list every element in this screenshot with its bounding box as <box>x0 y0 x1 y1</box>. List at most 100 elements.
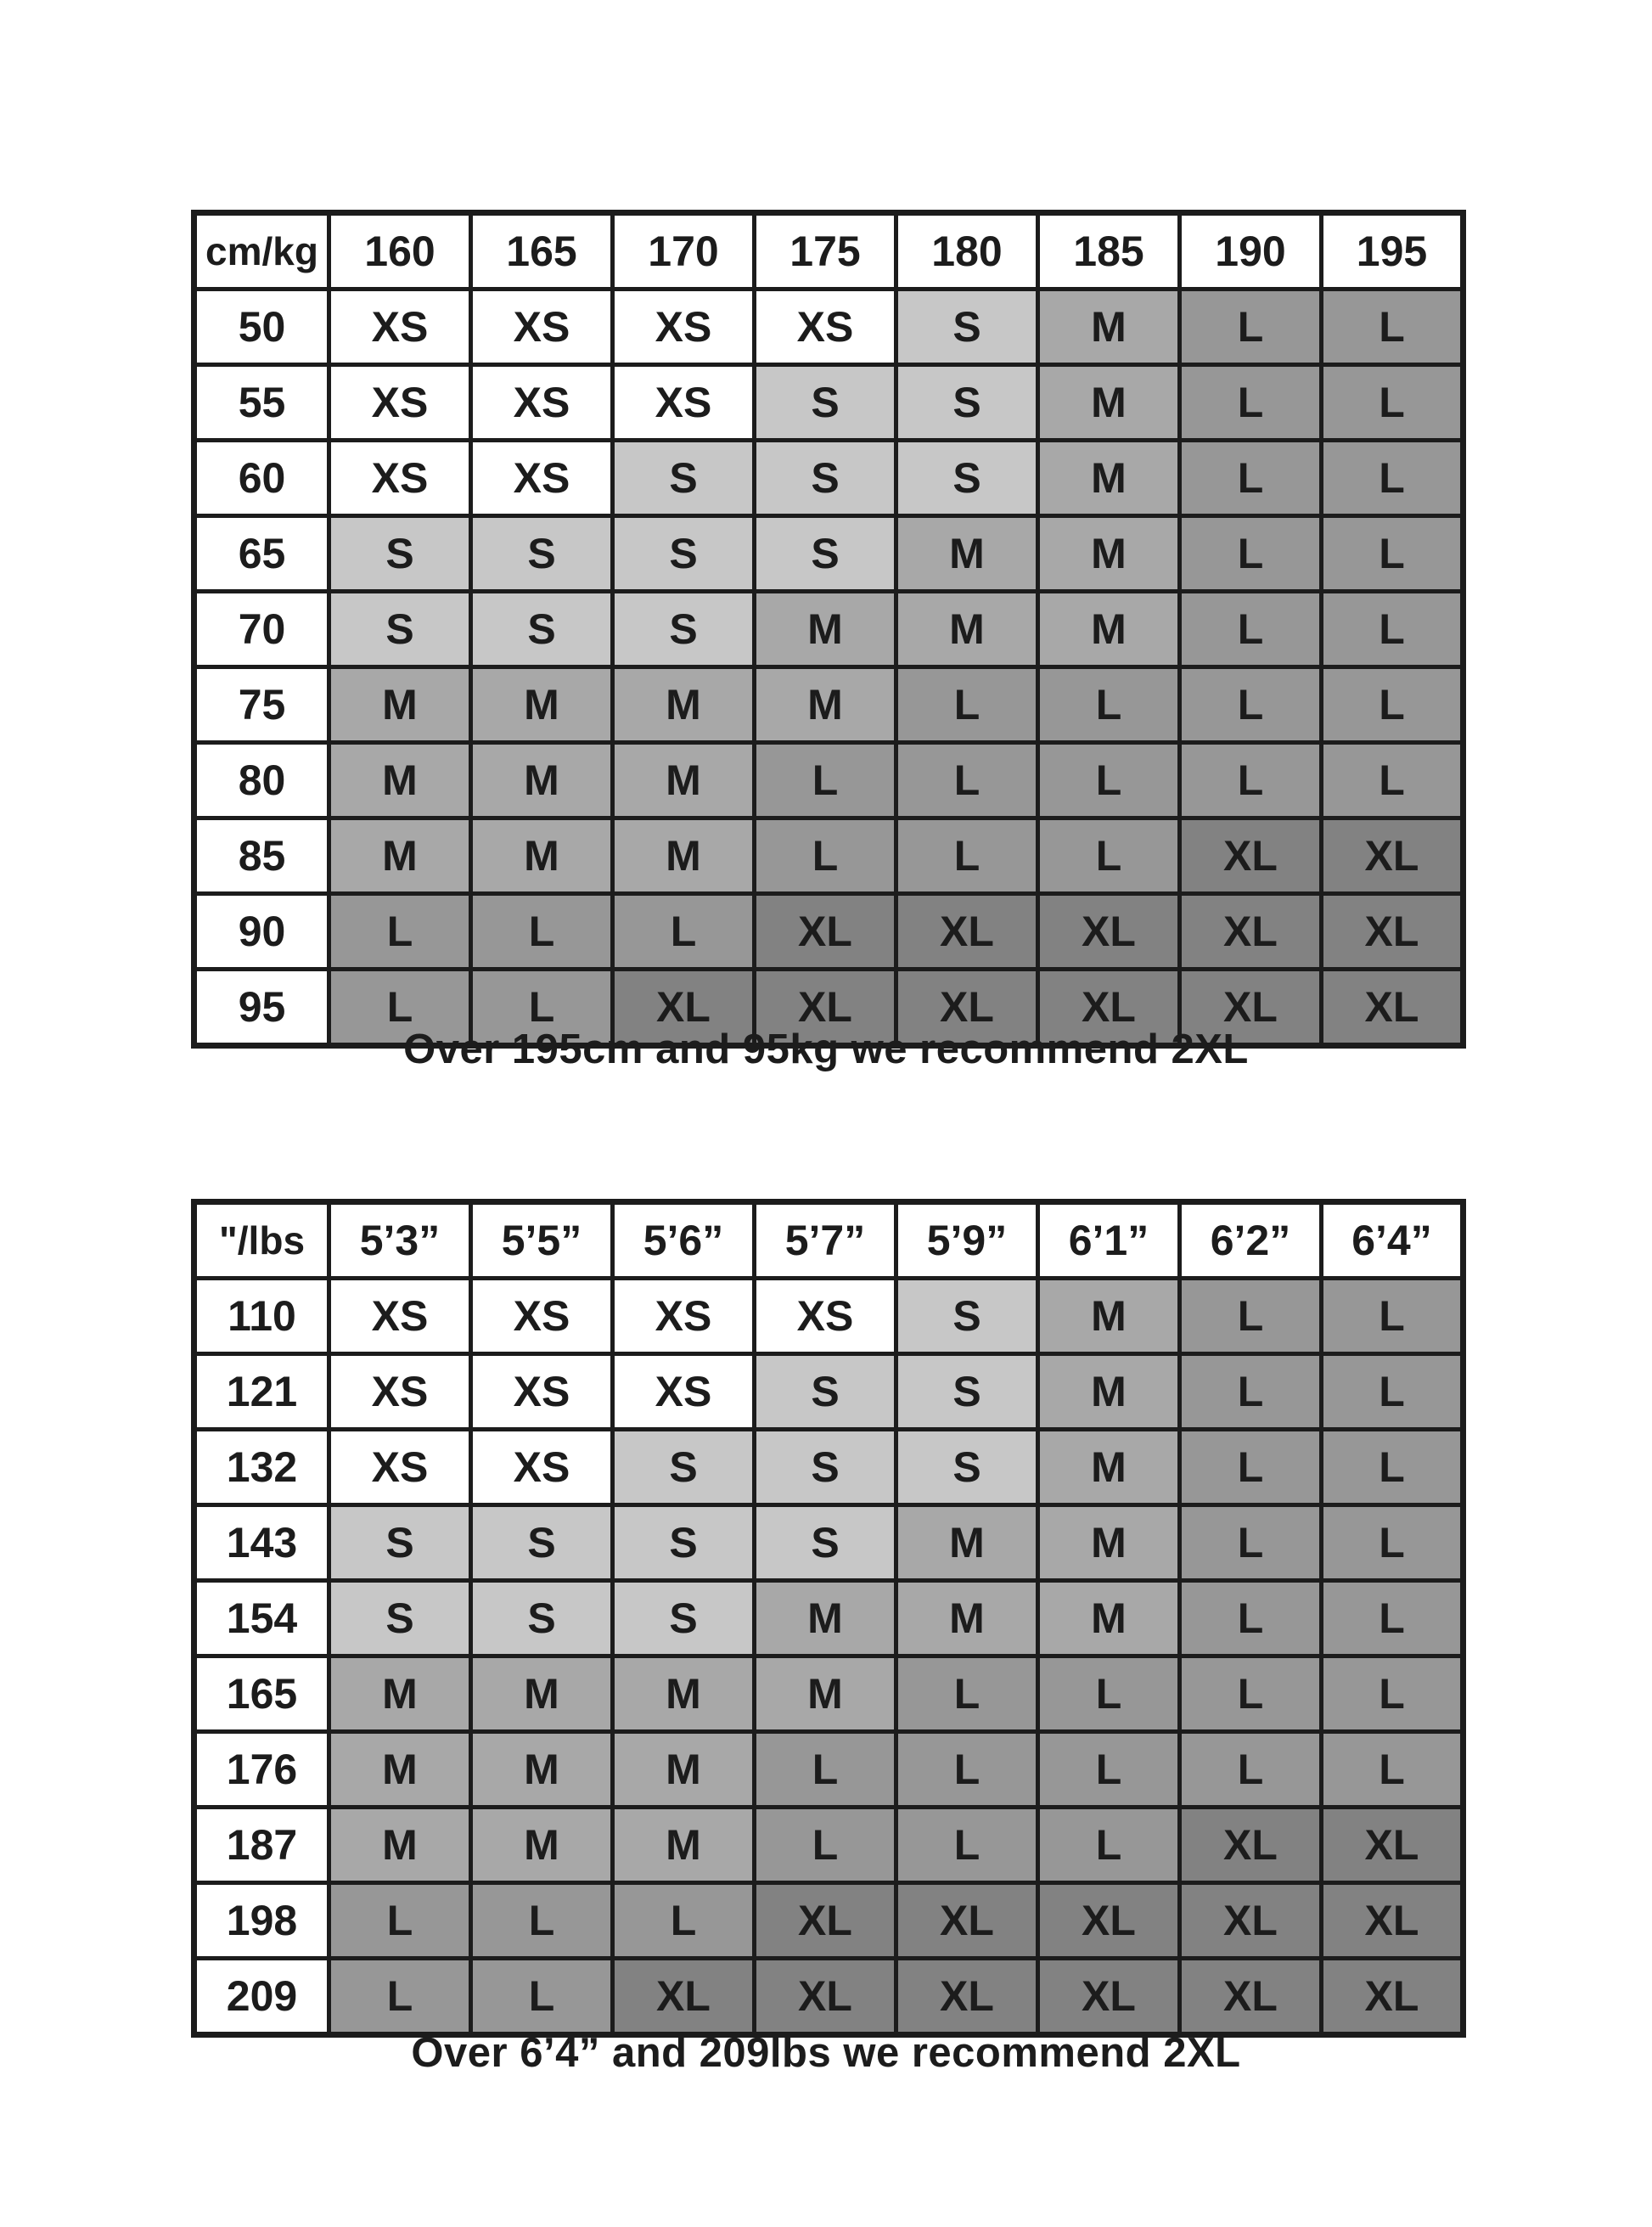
size-cell: L <box>752 1805 898 1885</box>
table-row: 50 XS XS XS XS S M L L <box>192 287 1465 367</box>
size-cell: S <box>327 514 473 593</box>
size-cell: XS <box>327 1276 473 1356</box>
size-cell: XL <box>1036 1881 1182 1960</box>
size-cell: XL <box>894 1956 1040 2037</box>
size-cell: S <box>610 514 756 593</box>
size-cell: XS <box>327 287 473 367</box>
size-cell: XL <box>894 1881 1040 1960</box>
size-cell: M <box>469 1654 615 1734</box>
row-label-cell: 90 <box>192 891 331 971</box>
size-cell: M <box>894 1578 1040 1658</box>
table-row: 209 L L XL XL XL XL XL XL <box>192 1956 1465 2037</box>
size-cell: L <box>1319 1729 1465 1809</box>
size-cell: XS <box>327 1427 473 1507</box>
size-cell: M <box>1036 589 1182 669</box>
size-cell: M <box>752 1578 898 1658</box>
size-cell: XL <box>610 1956 756 2037</box>
table-row: 154 S S S M M M L L <box>192 1578 1465 1658</box>
size-cell: L <box>469 1881 615 1960</box>
size-cell: L <box>1319 1276 1465 1356</box>
size-cell: S <box>752 1352 898 1431</box>
size-cell: XL <box>752 967 898 1048</box>
size-cell: XS <box>327 1352 473 1431</box>
size-cell: L <box>1177 438 1323 518</box>
size-cell: XS <box>752 287 898 367</box>
size-cell: XL <box>1319 967 1465 1048</box>
size-cell: S <box>610 1503 756 1583</box>
units-corner-cell: "/lbs <box>192 1200 331 1280</box>
size-cell: XS <box>610 363 756 442</box>
table-row: 90 L L L XL XL XL XL XL <box>192 891 1465 971</box>
size-cell: XL <box>1036 1956 1182 2037</box>
row-label-cell: 55 <box>192 363 331 442</box>
size-cell: L <box>1036 1729 1182 1809</box>
size-cell: M <box>1036 1276 1182 1356</box>
size-cell: XS <box>469 287 615 367</box>
size-cell: M <box>327 816 473 896</box>
row-label-cell: 95 <box>192 967 331 1048</box>
size-cell: L <box>1177 1352 1323 1431</box>
size-cell: XS <box>469 438 615 518</box>
size-cell: M <box>327 665 473 745</box>
size-cell: XL <box>1177 1881 1323 1960</box>
row-label-cell: 209 <box>192 1956 331 2037</box>
row-label-cell: 70 <box>192 589 331 669</box>
size-cell: XL <box>894 891 1040 971</box>
size-cell: XL <box>1177 1956 1323 2037</box>
header-row: "/lbs 5’3” 5’5” 5’6” 5’7” 5’9” 6’1” 6’2” 6’4” <box>192 1200 1465 1280</box>
row-label-cell: 176 <box>192 1729 331 1809</box>
column-header-cell: 180 <box>894 211 1040 291</box>
size-cell: S <box>610 438 756 518</box>
size-cell: XS <box>469 1276 615 1356</box>
size-cell: L <box>894 1805 1040 1885</box>
size-cell: XL <box>1177 1805 1323 1885</box>
size-cell: XL <box>752 891 898 971</box>
column-header-cell: 5’9” <box>894 1200 1040 1280</box>
size-cell: L <box>1319 514 1465 593</box>
size-cell: L <box>1036 1654 1182 1734</box>
size-cell: M <box>610 740 756 820</box>
size-cell: M <box>610 1654 756 1734</box>
table-row: 60 XS XS S S S M L L <box>192 438 1465 518</box>
size-cell: L <box>1036 1805 1182 1885</box>
size-cell: S <box>469 1578 615 1658</box>
size-cell: L <box>1036 740 1182 820</box>
size-cell: M <box>469 1729 615 1809</box>
row-label-cell: 60 <box>192 438 331 518</box>
size-cell: M <box>327 1654 473 1734</box>
size-cell: S <box>894 287 1040 367</box>
size-cell: M <box>610 1805 756 1885</box>
size-cell: M <box>469 665 615 745</box>
size-cell: S <box>894 1352 1040 1431</box>
size-cell: M <box>1036 438 1182 518</box>
size-cell: L <box>1036 665 1182 745</box>
size-cell: XL <box>610 967 756 1048</box>
size-cell: XL <box>1177 816 1323 896</box>
size-cell: L <box>1177 287 1323 367</box>
size-cell: XS <box>469 1352 615 1431</box>
row-label-cell: 143 <box>192 1503 331 1583</box>
size-cell: M <box>327 1729 473 1809</box>
table-row: 143 S S S S M M L L <box>192 1503 1465 1583</box>
size-cell: M <box>327 740 473 820</box>
size-cell: L <box>894 816 1040 896</box>
size-cell: L <box>894 1654 1040 1734</box>
size-cell: M <box>894 1503 1040 1583</box>
size-cell: L <box>1319 665 1465 745</box>
column-header-cell: 5’3” <box>327 1200 473 1280</box>
header-row: cm/kg 160 165 170 175 180 185 190 195 <box>192 211 1465 291</box>
table-row: 110 XS XS XS XS S M L L <box>192 1276 1465 1356</box>
column-header-cell: 185 <box>1036 211 1182 291</box>
column-header-cell: 5’7” <box>752 1200 898 1280</box>
size-cell: XL <box>1319 1805 1465 1885</box>
size-cell: M <box>1036 363 1182 442</box>
size-cell: XS <box>610 287 756 367</box>
size-cell: S <box>894 363 1040 442</box>
size-cell: L <box>1319 438 1465 518</box>
size-cell: S <box>327 1578 473 1658</box>
size-cell: L <box>469 1956 615 2037</box>
column-header-cell: 195 <box>1319 211 1465 291</box>
row-label-cell: 187 <box>192 1805 331 1885</box>
column-header-cell: 6’1” <box>1036 1200 1182 1280</box>
size-cell: L <box>1177 1427 1323 1507</box>
